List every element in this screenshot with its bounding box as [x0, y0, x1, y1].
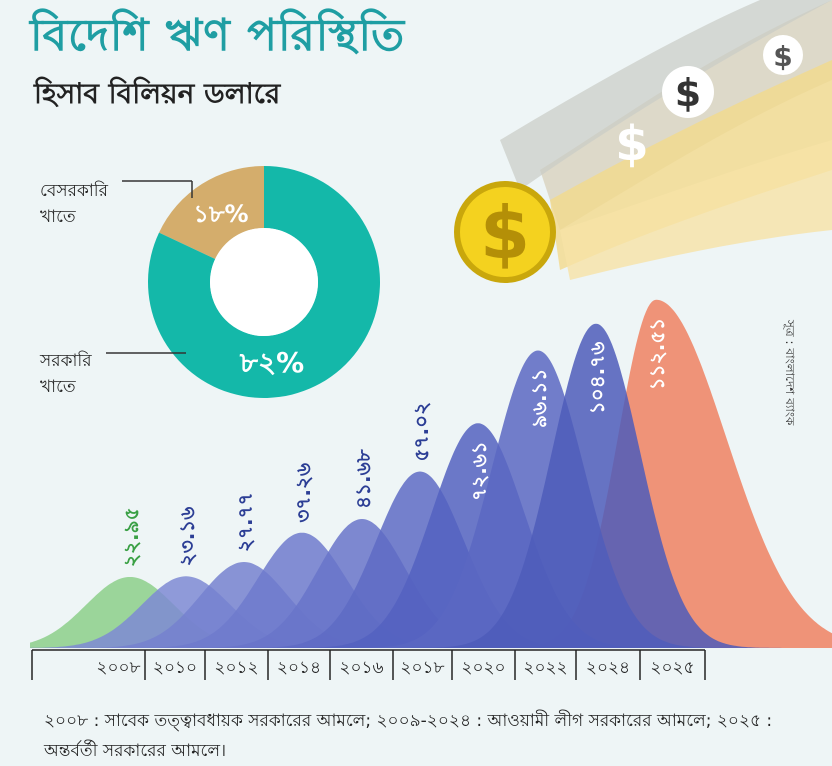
area-bell-9	[300, 299, 832, 648]
x-axis-ticks: ২০০৮ ২০১০ ২০১২ ২০১৪ ২০১৬ ২০১৮ ২০২০ ২০২২ ২০২৪ ২০২৫	[31, 650, 706, 680]
legend-label-public: সরকারি খাতে	[40, 351, 92, 397]
pie-slice-0	[159, 166, 264, 260]
value-label-7: ৯৬.১১	[527, 368, 551, 428]
footnote: ২০০৮ : সাবেক তত্ত্বাবধায়ক সরকারের আমলে;…	[44, 711, 773, 761]
legend-private	[122, 180, 193, 198]
svg-text:$: $	[773, 40, 792, 73]
pie-slice-1	[148, 166, 380, 398]
dollar-coin-icon: $	[454, 181, 556, 283]
value-label-9: ১১২.৫১	[645, 318, 669, 391]
area-series	[30, 299, 832, 648]
x-tick-label-7: ২০২২	[523, 658, 567, 678]
svg-text:$: $	[480, 191, 530, 275]
pie-value-label-private: ১৮%	[193, 200, 248, 228]
svg-text:$: $	[675, 71, 701, 115]
svg-text:$: $	[615, 116, 648, 172]
value-label-3: ৩৭.২৬	[291, 463, 315, 523]
x-tick-label-9: ২০২৫	[650, 658, 694, 678]
x-tick-label-0: ২০০৮	[96, 658, 140, 678]
value-label-6: ৭২.৬১	[467, 441, 491, 501]
area-bell-3	[30, 532, 502, 648]
pie-value-label-public: ৮২%	[239, 346, 304, 379]
dollar-coin-icon: $	[763, 35, 803, 75]
x-tick-label-4: ২০১৬	[339, 658, 383, 678]
value-label-4: ৪১.৬৮	[351, 448, 375, 509]
area-bell-2	[30, 562, 444, 648]
x-tick-label-3: ২০১৪	[277, 658, 321, 678]
legend-label-private: বেসরকারি খাতে	[40, 181, 108, 227]
area-bell-8	[30, 323, 796, 648]
x-tick-label-8: ২০২৪	[586, 658, 630, 678]
source-note: সূত্র : বাংলাদেশ ব্যাংক	[783, 320, 797, 426]
page-subtitle: হিসাব বিলিয়ন ডলারে	[34, 77, 281, 110]
donut-hole	[210, 228, 318, 336]
value-label-8: ১০৪.৭৬	[585, 342, 609, 415]
value-label-1: ২৩.১৬	[175, 507, 199, 567]
x-tick-label-6: ২০২০	[461, 658, 505, 678]
dollar-sign-icon: $	[615, 116, 648, 172]
value-label-2: ২৭.৭৭	[233, 492, 257, 552]
dollar-coin-icon: $	[662, 66, 714, 118]
x-tick-label-1: ২০১০	[153, 658, 197, 678]
x-tick-label-5: ২০১৮	[400, 658, 444, 678]
donut-chart	[148, 166, 380, 398]
value-label-5: ৫৭.০২	[409, 402, 433, 462]
value-labels: ২২.৯৫ ২৩.১৬ ২৭.৭৭ ৩৭.২৬ ৪১.৬৮ ৫৭.০২ ৭২.৬১ ৯৬.১১…	[119, 318, 669, 567]
x-tick-label-2: ২০১২	[214, 658, 258, 678]
page-title: বিদেশি ঋণ পরিস্থিতি	[30, 10, 406, 61]
value-label-0: ২২.৯৫	[119, 507, 143, 567]
